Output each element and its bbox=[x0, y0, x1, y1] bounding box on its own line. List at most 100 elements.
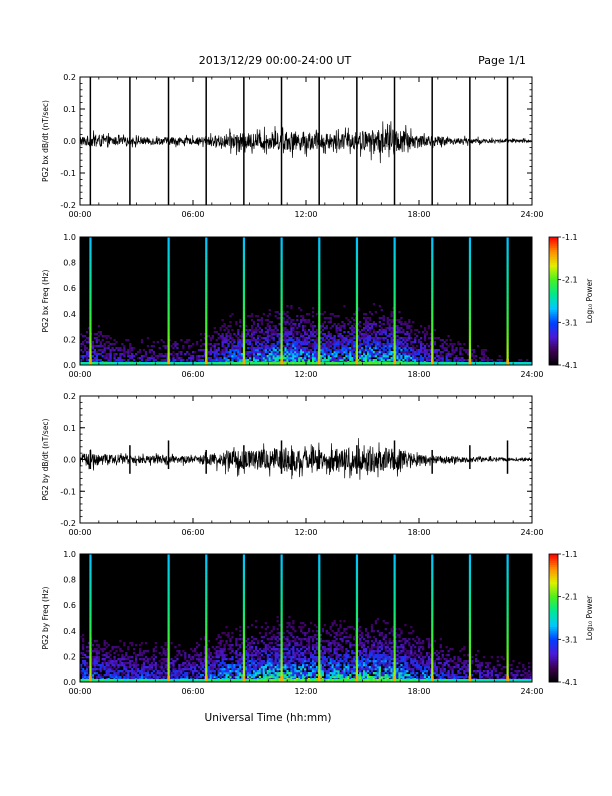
heatmap-cell bbox=[202, 674, 204, 676]
heatmap-cell bbox=[188, 668, 190, 670]
heatmap-cell bbox=[385, 333, 387, 335]
heatmap-cell bbox=[239, 343, 241, 345]
heatmap-cell bbox=[451, 345, 453, 347]
heatmap-cell bbox=[255, 315, 257, 317]
heatmap-cell bbox=[253, 347, 255, 349]
heatmap-cell bbox=[491, 359, 493, 361]
heatmap-cell bbox=[277, 662, 279, 664]
heatmap-cell bbox=[210, 343, 212, 345]
heatmap-cell bbox=[200, 676, 202, 678]
heatmap-cell bbox=[100, 341, 102, 343]
heatmap-cell bbox=[288, 347, 290, 349]
heatmap-cell bbox=[239, 319, 241, 321]
spike-stripe bbox=[356, 256, 358, 260]
heatmap-cell bbox=[306, 313, 308, 315]
heatmap-cell bbox=[353, 329, 355, 331]
heatmap-cell bbox=[400, 327, 402, 329]
heatmap-cell bbox=[82, 646, 84, 648]
heatmap-cell bbox=[387, 335, 389, 337]
heatmap-cell bbox=[375, 355, 377, 357]
heatmap-cell bbox=[277, 644, 279, 646]
heatmap-cell bbox=[337, 335, 339, 337]
heatmap-cell bbox=[302, 652, 304, 654]
spike-stripe bbox=[89, 352, 91, 356]
heatmap-cell bbox=[369, 327, 371, 329]
heatmap-cell bbox=[235, 345, 237, 347]
heatmap-cell bbox=[389, 351, 391, 353]
heatmap-cell bbox=[82, 672, 84, 674]
heatmap-cell bbox=[235, 323, 237, 325]
heatmap-cell bbox=[100, 345, 102, 347]
heatmap-cell bbox=[253, 674, 255, 676]
spike-stripe bbox=[281, 285, 283, 289]
heatmap-cell bbox=[363, 313, 365, 315]
heatmap-cell bbox=[137, 676, 139, 678]
spike-stripe bbox=[318, 343, 320, 347]
spike-stripe bbox=[168, 240, 170, 244]
heatmap-cell bbox=[400, 343, 402, 345]
heatmap-cell bbox=[237, 355, 239, 357]
heatmap-cell bbox=[218, 666, 220, 668]
heatmap-cell bbox=[94, 668, 96, 670]
heatmap-cell bbox=[227, 355, 229, 357]
heatmap-cell bbox=[404, 333, 406, 335]
heatmap-cell bbox=[365, 357, 367, 359]
heatmap-cell bbox=[210, 670, 212, 672]
heatmap-cell bbox=[200, 349, 202, 351]
heatmap-cell bbox=[255, 654, 257, 656]
heatmap-cell bbox=[84, 670, 86, 672]
heatmap-cell bbox=[365, 359, 367, 361]
heatmap-cell bbox=[188, 660, 190, 662]
heatmap-cell bbox=[286, 630, 288, 632]
heatmap-cell bbox=[345, 335, 347, 337]
heatmap-cell bbox=[373, 329, 375, 331]
heatmap-cell bbox=[192, 351, 194, 353]
spike-stripe bbox=[243, 269, 245, 273]
heatmap-cell bbox=[330, 317, 332, 319]
heatmap-cell bbox=[434, 343, 436, 345]
heatmap-cell bbox=[446, 353, 448, 355]
spike-stripe bbox=[394, 301, 396, 305]
heatmap-cell bbox=[337, 351, 339, 353]
heatmap-cell bbox=[365, 355, 367, 357]
heatmap-cell bbox=[296, 642, 298, 644]
heatmap-cell bbox=[86, 355, 88, 357]
heatmap-cell bbox=[375, 339, 377, 341]
heatmap-cell bbox=[82, 335, 84, 337]
heatmap-cell bbox=[237, 345, 239, 347]
heatmap-cell bbox=[212, 670, 214, 672]
heatmap-cell bbox=[334, 353, 336, 355]
spike-stripe bbox=[507, 295, 509, 299]
spike-stripe bbox=[89, 346, 91, 350]
spike-stripe bbox=[431, 352, 433, 356]
heatmap-cell bbox=[294, 676, 296, 678]
heatmap-cell bbox=[278, 317, 280, 319]
heatmap-cell bbox=[286, 359, 288, 361]
heatmap-cell bbox=[406, 337, 408, 339]
heatmap-cell bbox=[229, 355, 231, 357]
heatmap-cell bbox=[292, 650, 294, 652]
heatmap-cell bbox=[255, 341, 257, 343]
heatmap-cell bbox=[349, 355, 351, 357]
spike-stripe bbox=[318, 285, 320, 289]
heatmap-cell bbox=[284, 662, 286, 664]
heatmap-cell bbox=[223, 646, 225, 648]
heatmap-cell bbox=[157, 676, 159, 678]
spike-stripe bbox=[89, 272, 91, 276]
heatmap-cell bbox=[98, 345, 100, 347]
heatmap-cell bbox=[253, 658, 255, 660]
heatmap-cell bbox=[257, 662, 259, 664]
spike-stripe bbox=[243, 327, 245, 331]
heatmap-cell bbox=[259, 652, 261, 654]
heatmap-cell bbox=[277, 628, 279, 630]
spike-stripe bbox=[89, 288, 91, 292]
heatmap-cell bbox=[499, 355, 501, 357]
heatmap-cell bbox=[389, 347, 391, 349]
heatmap-cell bbox=[135, 353, 137, 355]
heatmap-cell bbox=[436, 359, 438, 361]
heatmap-cell bbox=[233, 339, 235, 341]
heatmap-cell bbox=[483, 359, 485, 361]
heatmap-cell bbox=[165, 658, 167, 660]
heatmap-cell bbox=[298, 654, 300, 656]
heatmap-cell bbox=[245, 654, 247, 656]
